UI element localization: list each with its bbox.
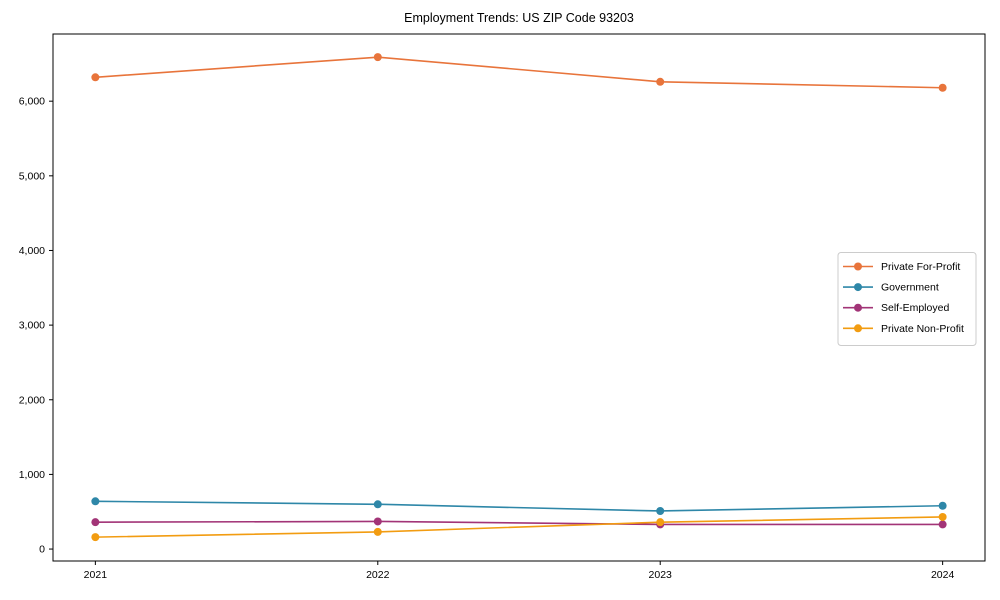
y-tick-label: 5,000: [19, 170, 45, 182]
legend-label: Government: [881, 282, 939, 294]
legend-marker-icon: [854, 262, 862, 271]
y-tick-label: 3,000: [19, 320, 45, 332]
data-point-self-employed: [373, 517, 382, 526]
legend-marker-icon: [854, 283, 862, 292]
legend-item-self-employed: Self-Employed: [843, 302, 949, 314]
data-point-self-employed: [91, 518, 100, 527]
x-tick-label: 2023: [649, 569, 673, 581]
series-line-self-employed: [95, 520, 943, 526]
legend-item-private-for-profit: Private For-Profit: [843, 261, 960, 273]
data-point-private-for-profit: [373, 53, 382, 62]
legend-label: Self-Employed: [881, 302, 949, 314]
y-tick-label: 0: [39, 544, 45, 556]
legend-marker-icon: [854, 303, 862, 312]
y-tick-label: 2,000: [19, 394, 45, 406]
data-point-private-non-profit: [91, 533, 100, 542]
y-tick-label: 4,000: [19, 245, 45, 257]
x-tick-label: 2022: [366, 569, 390, 581]
x-tick-label: 2024: [931, 569, 955, 581]
data-point-private-for-profit: [938, 83, 947, 92]
data-point-government: [938, 501, 947, 510]
y-tick-label: 1,000: [19, 469, 45, 481]
y-tick-label: 6,000: [19, 96, 45, 108]
legend: Private For-Profit Government Self-Employe…: [837, 252, 977, 346]
data-point-private-non-profit: [656, 518, 665, 527]
x-tick-label: 2021: [84, 569, 108, 581]
legend-item-private-non-profit: Private Non-Profit: [843, 323, 964, 335]
legend-label: Private For-Profit: [881, 261, 960, 273]
chart-title: Employment Trends: US ZIP Code 93203: [404, 11, 634, 25]
data-point-private-for-profit: [91, 73, 100, 82]
legend-label: Private Non-Profit: [881, 323, 964, 335]
series-line-government: [95, 500, 943, 512]
data-point-government: [91, 497, 100, 506]
legend-box: [837, 252, 977, 346]
data-point-government: [373, 500, 382, 509]
data-point-government: [656, 506, 665, 515]
series-line-private-for-profit: [95, 56, 943, 89]
data-point-private-non-profit: [938, 512, 947, 521]
data-point-self-employed: [938, 520, 947, 529]
data-point-private-non-profit: [373, 527, 382, 536]
legend-marker-icon: [854, 324, 862, 333]
data-point-private-for-profit: [656, 77, 665, 86]
legend-item-government: Government: [843, 282, 939, 294]
plot-frame: [52, 33, 986, 562]
series-line-private-non-profit: [95, 516, 943, 538]
